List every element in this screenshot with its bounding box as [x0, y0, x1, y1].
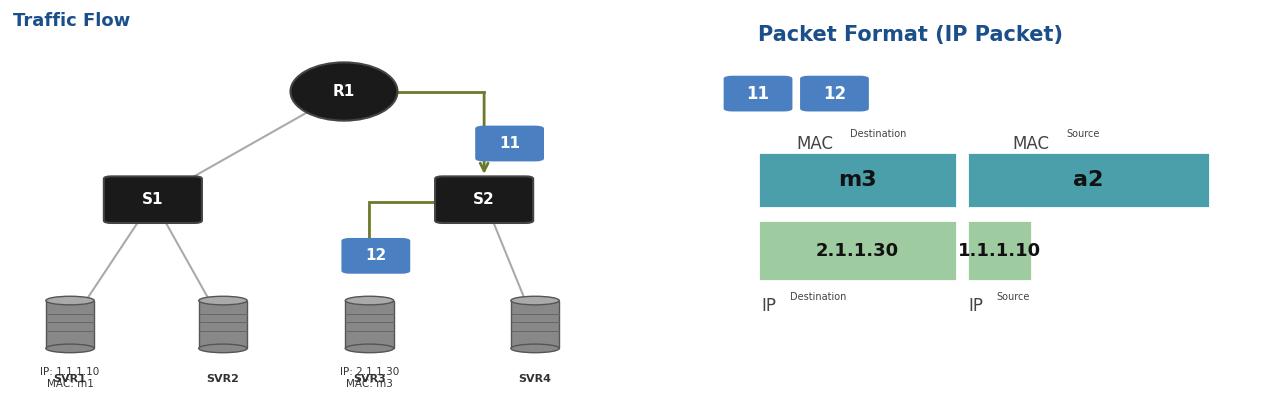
FancyBboxPatch shape: [475, 126, 544, 161]
Text: SVR1: SVR1: [54, 374, 87, 384]
Ellipse shape: [511, 344, 559, 353]
FancyBboxPatch shape: [800, 76, 869, 111]
Text: SVR3: SVR3: [353, 374, 386, 384]
Text: S1: S1: [143, 192, 163, 207]
Text: Source: Source: [1066, 129, 1099, 139]
Text: R1: R1: [333, 84, 355, 99]
Text: MAC: MAC: [1013, 134, 1050, 153]
Text: MAC: MAC: [796, 134, 833, 153]
Polygon shape: [511, 300, 559, 348]
FancyBboxPatch shape: [103, 176, 201, 223]
Polygon shape: [199, 300, 247, 348]
Text: 2.1.1.30: 2.1.1.30: [815, 242, 899, 260]
Polygon shape: [46, 300, 94, 348]
FancyBboxPatch shape: [967, 220, 1032, 281]
Text: S2: S2: [473, 192, 496, 207]
Text: 12: 12: [366, 248, 386, 263]
FancyBboxPatch shape: [341, 238, 410, 274]
Text: Traffic Flow: Traffic Flow: [13, 12, 130, 30]
Text: Destination: Destination: [790, 292, 846, 302]
Text: IP: 2.1.1.30
MAC: m3: IP: 2.1.1.30 MAC: m3: [340, 367, 399, 389]
Text: a2: a2: [1074, 170, 1103, 190]
Ellipse shape: [345, 344, 394, 353]
Polygon shape: [345, 300, 394, 348]
Ellipse shape: [290, 62, 397, 121]
Text: IP: IP: [762, 297, 777, 315]
Text: SVR2: SVR2: [206, 374, 240, 384]
Ellipse shape: [199, 344, 247, 353]
Text: IP: IP: [968, 297, 984, 315]
FancyBboxPatch shape: [967, 152, 1210, 208]
Text: 1.1.1.10: 1.1.1.10: [958, 242, 1041, 260]
Text: Destination: Destination: [850, 129, 906, 139]
Text: m3: m3: [838, 170, 877, 190]
Ellipse shape: [511, 296, 559, 305]
Text: 11: 11: [747, 84, 769, 103]
Ellipse shape: [345, 296, 394, 305]
FancyBboxPatch shape: [724, 76, 792, 111]
Text: Packet Format (IP Packet): Packet Format (IP Packet): [758, 25, 1063, 45]
Text: IP: 1.1.1.10
MAC: m1: IP: 1.1.1.10 MAC: m1: [41, 367, 99, 389]
FancyBboxPatch shape: [758, 220, 957, 281]
Text: Source: Source: [996, 292, 1029, 302]
Ellipse shape: [46, 344, 94, 353]
Ellipse shape: [199, 296, 247, 305]
FancyBboxPatch shape: [436, 176, 534, 223]
Text: 11: 11: [499, 136, 520, 151]
Ellipse shape: [46, 296, 94, 305]
Text: SVR4: SVR4: [519, 374, 552, 384]
FancyBboxPatch shape: [758, 152, 957, 208]
Text: 12: 12: [823, 84, 846, 103]
